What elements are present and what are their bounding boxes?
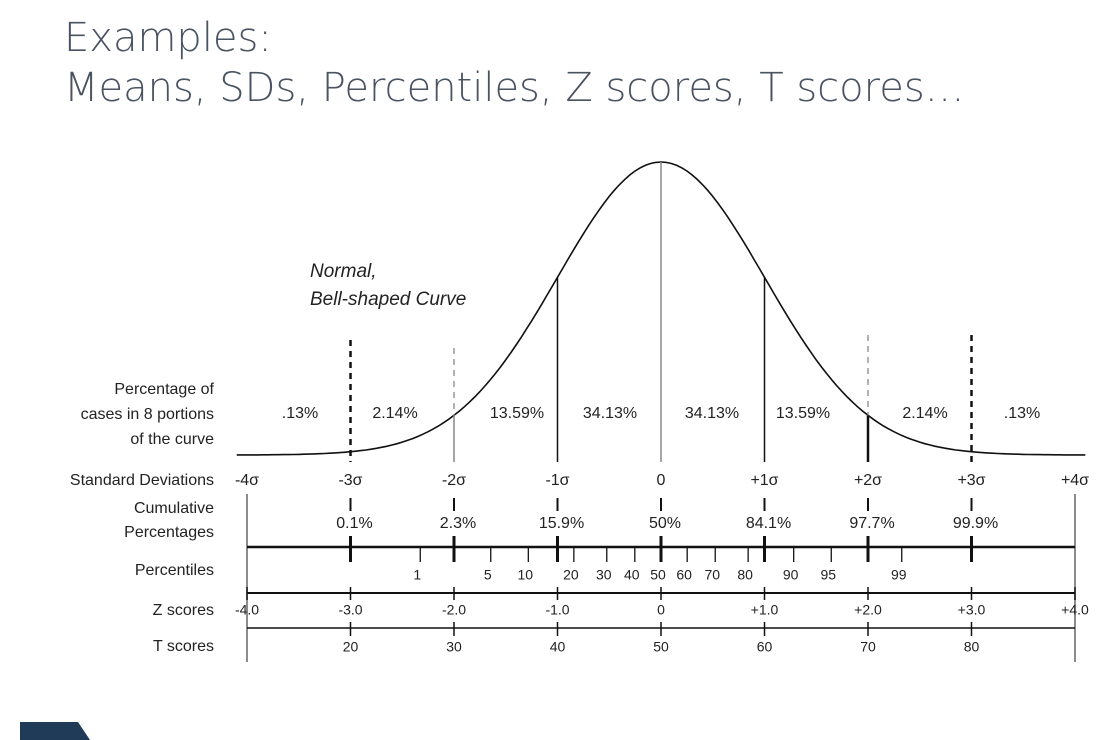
row-label: cases in 8 portions xyxy=(81,406,214,423)
sd-label: -1σ xyxy=(545,472,569,489)
percentile-value: 20 xyxy=(563,567,579,583)
cumulative-value: 97.7% xyxy=(849,515,894,532)
t-value: 70 xyxy=(860,639,876,655)
t-value: 20 xyxy=(343,639,359,655)
percentile-value: 60 xyxy=(676,567,692,583)
percentile-value: 99 xyxy=(891,567,907,583)
sd-label: +1σ xyxy=(750,472,778,489)
row-label: Percentage of xyxy=(114,381,214,398)
row-label: Standard Deviations xyxy=(70,472,214,489)
row-label: of the curve xyxy=(130,431,214,448)
cumulative-value: 50% xyxy=(649,515,681,532)
row-label: Percentiles xyxy=(135,562,214,579)
percentile-value: 40 xyxy=(624,567,640,583)
cumulative-value: 99.9% xyxy=(953,515,998,532)
t-value: 60 xyxy=(757,639,773,655)
percentile-value: 1 xyxy=(413,567,421,583)
title-line-2: Means, SDs, Percentiles, Z scores, T sco… xyxy=(64,65,965,111)
t-value: 50 xyxy=(653,639,669,655)
z-value: -2.0 xyxy=(442,602,466,618)
annotation: Bell-shaped Curve xyxy=(310,289,466,310)
z-value: +3.0 xyxy=(958,602,986,618)
portion-value: 13.59% xyxy=(776,405,830,422)
sd-label: -2σ xyxy=(442,472,466,489)
sd-label: -3σ xyxy=(338,472,362,489)
z-value: -3.0 xyxy=(338,602,362,618)
z-value: -1.0 xyxy=(545,602,569,618)
cumulative-value: 15.9% xyxy=(539,515,584,532)
z-value: -4.0 xyxy=(235,602,259,618)
percentile-value: 30 xyxy=(596,567,612,583)
percentile-value: 70 xyxy=(704,567,720,583)
z-value: 0 xyxy=(657,602,665,618)
t-value: 40 xyxy=(550,639,566,655)
portion-value: .13% xyxy=(282,405,318,422)
sd-label: +2σ xyxy=(854,472,882,489)
percentile-value: 90 xyxy=(783,567,799,583)
t-value: 30 xyxy=(446,639,462,655)
portion-value: .13% xyxy=(1004,405,1040,422)
z-value: +1.0 xyxy=(751,602,779,618)
cumulative-value: 84.1% xyxy=(746,515,791,532)
percentile-value: 5 xyxy=(484,567,492,583)
portion-value: 34.13% xyxy=(583,405,637,422)
cumulative-value: 2.3% xyxy=(440,515,476,532)
percentile-value: 95 xyxy=(820,567,836,583)
row-label: Z scores xyxy=(153,602,214,619)
row-label: Cumulative xyxy=(134,500,214,517)
portion-value: 2.14% xyxy=(372,405,417,422)
row-label: Percentages xyxy=(124,524,214,541)
sd-label: 0 xyxy=(657,472,666,489)
z-value: +2.0 xyxy=(854,602,882,618)
z-value: +4.0 xyxy=(1061,602,1089,618)
percentile-value: 10 xyxy=(518,567,534,583)
title-line-1: Examples: xyxy=(64,15,272,61)
portion-value: 34.13% xyxy=(685,405,739,422)
portion-value: 13.59% xyxy=(490,405,544,422)
row-label: T scores xyxy=(153,638,214,655)
logo xyxy=(20,722,90,740)
sd-label: +3σ xyxy=(957,472,985,489)
portion-value: 2.14% xyxy=(902,405,947,422)
percentile-value: 80 xyxy=(737,567,753,583)
percentile-value: 50 xyxy=(650,567,666,583)
annotation: Normal, xyxy=(310,261,377,282)
sd-label: +4σ xyxy=(1061,472,1089,489)
sd-label: -4σ xyxy=(235,472,259,489)
cumulative-value: 0.1% xyxy=(336,515,372,532)
t-value: 80 xyxy=(964,639,980,655)
